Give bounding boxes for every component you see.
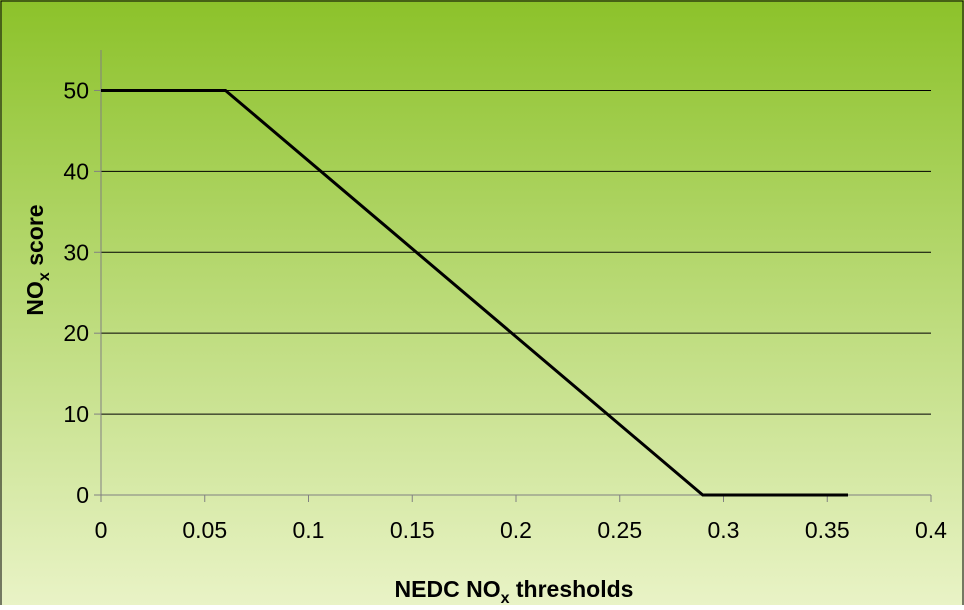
y-tick-label: 0 [76,482,89,508]
y-tick-label: 30 [63,239,89,265]
y-axis-title: NOx score [22,204,53,315]
y-tick-label: 10 [63,401,89,427]
tick-labels: 0 10 20 30 40 50 0 0.05 0.1 0.15 0.2 0.25 0.3 0.35 0.4 [63,77,947,543]
y-tick-label: 50 [63,77,89,103]
x-tick-label: 0.05 [182,517,227,543]
y-tick-label: 40 [63,158,89,184]
x-tick-label: 0.25 [597,517,642,543]
y-tick-label: 20 [63,320,89,346]
series-line [101,88,848,497]
series-layer [101,88,848,497]
x-tick-label: 0.4 [915,517,947,543]
x-tick-label: 0.15 [390,517,435,543]
x-tick-label: 0 [95,517,108,543]
x-tick-label: 0.1 [293,517,325,543]
x-tick-label: 0.35 [805,517,850,543]
x-tick-label: 0.2 [500,517,532,543]
gridlines [101,89,931,415]
x-tick-label: 0.3 [708,517,740,543]
x-axis-title: NEDC NOx thresholds [395,576,634,605]
